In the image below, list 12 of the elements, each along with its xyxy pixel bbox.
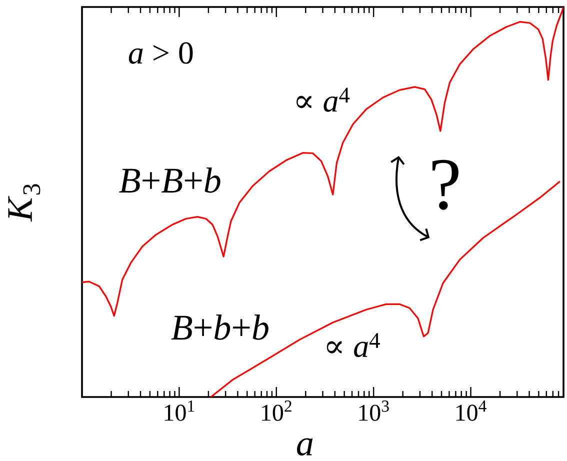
series-label: B+B+b bbox=[119, 168, 220, 193]
x-tick-label: 10$^{2}$ bbox=[262, 400, 292, 421]
x-tick-label: 10$^{4}$ bbox=[456, 400, 486, 421]
annotation: a > 0 bbox=[128, 42, 193, 64]
annotation: ? bbox=[432, 160, 458, 210]
y-axis-title: K$_{3}$ bbox=[8, 184, 40, 222]
series-label: B+b+b bbox=[171, 314, 268, 340]
annotation: ∝ a$^{4}$ bbox=[296, 88, 350, 112]
x-axis-title: a bbox=[297, 438, 313, 456]
x-tick-label: 10$^{1}$ bbox=[164, 400, 194, 421]
x-tick-label: 10$^{3}$ bbox=[359, 400, 389, 421]
annotation: ∝ a$^{4}$ bbox=[326, 333, 380, 358]
